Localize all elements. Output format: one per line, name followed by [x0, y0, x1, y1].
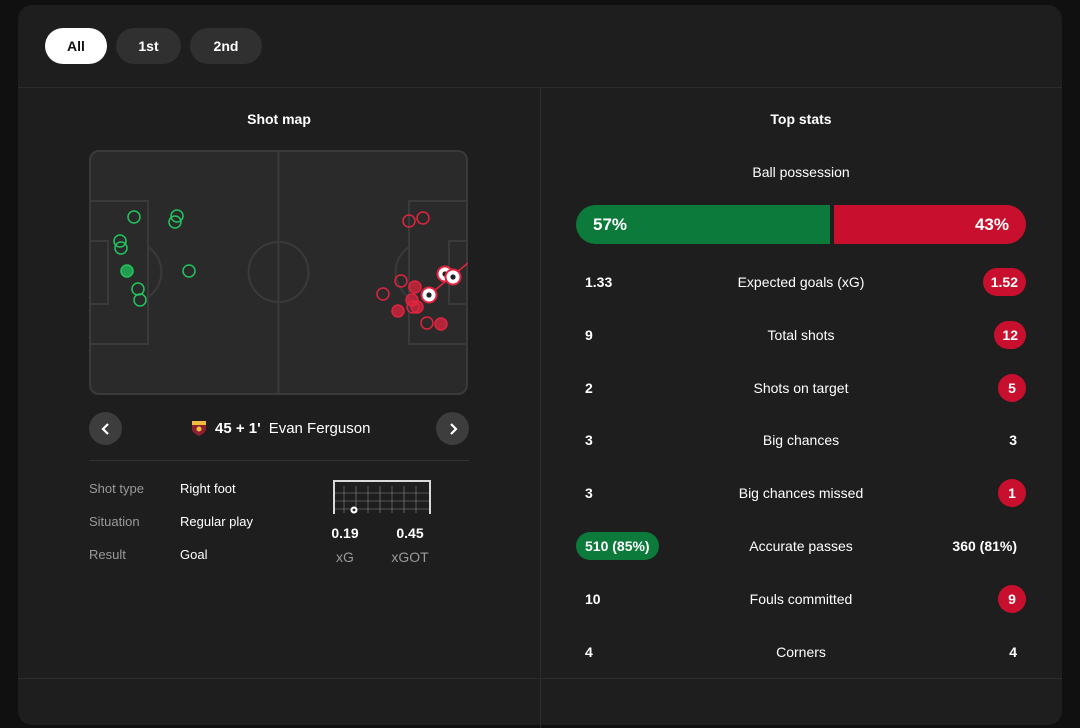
tab-first-half[interactable]: 1st — [116, 28, 181, 64]
xg-label: xG — [336, 549, 354, 565]
shot-map-title: Shot map — [247, 111, 311, 127]
away-shot-marker — [391, 304, 405, 318]
tab-second-half[interactable]: 2nd — [190, 28, 262, 64]
away-shot-marker — [434, 317, 448, 331]
match-stats-card: All 1st 2nd Shot map 45 + 1' — [18, 5, 1062, 728]
header-divider — [18, 87, 1062, 88]
stat-away-value: 4 — [1009, 644, 1017, 660]
stat-away-value: 360 (81%) — [952, 538, 1017, 554]
stat-home-value: 3 — [585, 485, 593, 501]
home-shot-marker — [127, 210, 141, 224]
ball-pattern — [426, 292, 432, 298]
stat-row-shots-on-target: 2 Shots on target 5 — [576, 374, 1026, 402]
away-shot-marker — [410, 300, 424, 314]
top-stats-title: Top stats — [770, 111, 832, 127]
next-shot-button[interactable] — [436, 412, 469, 445]
home-shot-marker — [120, 264, 134, 278]
home-shot-marker — [114, 241, 128, 255]
stat-name: Total shots — [767, 327, 835, 343]
away-shot-marker — [416, 211, 430, 225]
previous-shot-button[interactable] — [89, 412, 122, 445]
stat-name: Big chances missed — [738, 485, 864, 501]
stat-away-value: 1 — [998, 479, 1026, 507]
tab-all[interactable]: All — [45, 28, 107, 64]
away-shot-marker — [402, 214, 416, 228]
xg-value: 0.19 — [331, 525, 359, 541]
home-shot-marker — [133, 293, 147, 307]
possession-label: Ball possession — [752, 164, 850, 180]
ball-pattern — [450, 274, 456, 280]
stat-away-value: 12 — [994, 321, 1026, 349]
home-shot-marker — [168, 215, 182, 229]
away-shot-marker — [408, 280, 422, 294]
stat-row-expected-goals: 1.33 Expected goals (xG) 1.52 — [576, 268, 1026, 296]
stat-home-value: 2 — [585, 380, 593, 396]
shot-type-value: Right foot — [180, 481, 236, 496]
footer-divider — [18, 678, 1062, 679]
chevron-right-icon — [449, 422, 458, 435]
stat-away-value: 5 — [998, 374, 1026, 402]
roma-crest-icon — [192, 421, 206, 436]
home-shot-marker — [113, 234, 127, 248]
stat-home-value: 9 — [585, 327, 593, 343]
situation-key: Situation — [89, 514, 140, 529]
stat-away-value: 1.52 — [982, 268, 1026, 296]
shot-player-name: Evan Ferguson — [268, 419, 371, 437]
possession-home: 57% — [576, 205, 831, 244]
stat-home-value: 1.33 — [585, 274, 613, 290]
stat-name: Accurate passes — [749, 538, 853, 554]
away-shot-marker — [394, 274, 408, 288]
stat-row-corners: 4 Corners 4 — [576, 638, 1026, 666]
chevron-left-icon — [100, 422, 109, 435]
shot-map-pitch — [89, 150, 468, 395]
right-penalty-arc — [394, 246, 410, 298]
home-shots-layer — [113, 209, 196, 307]
stat-home-value: 510 (85%) — [576, 532, 659, 560]
possession-bar: 57% 43% — [576, 205, 1026, 244]
stat-home-value: 10 — [585, 591, 601, 607]
goal-frame-graphic — [333, 480, 431, 514]
shot-type-key: Shot type — [89, 481, 144, 496]
stat-row-total-shots: 9 Total shots 12 — [576, 321, 1026, 349]
result-value: Goal — [180, 547, 208, 562]
stat-name: Big chances — [762, 432, 840, 448]
centre-circle — [247, 241, 310, 303]
shot-details-divider — [89, 460, 469, 461]
home-shot-marker — [182, 264, 196, 278]
home-shot-marker — [170, 209, 184, 223]
stat-name: Expected goals (xG) — [737, 274, 865, 290]
stat-name: Corners — [776, 644, 826, 660]
xgot-label: xGOT — [391, 549, 429, 565]
stat-row-fouls-committed: 10 Fouls committed 9 — [576, 585, 1026, 613]
possession-away: 43% — [834, 205, 1026, 244]
column-divider — [540, 88, 541, 728]
stat-home-value: 3 — [585, 432, 593, 448]
stat-row-big-chances-missed: 3 Big chances missed 1 — [576, 479, 1026, 507]
result-key: Result — [89, 547, 126, 562]
left-penalty-arc — [147, 246, 163, 298]
selected-shot-label: 45 + 1' Evan Ferguson — [191, 418, 370, 438]
stat-away-value: 9 — [998, 585, 1026, 613]
stat-name: Fouls committed — [749, 591, 853, 607]
period-tabs: All 1st 2nd — [45, 28, 262, 64]
stat-away-value: 3 — [1009, 432, 1017, 448]
away-shot-marker — [420, 316, 434, 330]
away-shots-layer — [376, 211, 468, 331]
shot-minute: 45 + 1' — [215, 419, 261, 437]
situation-value: Regular play — [180, 514, 253, 529]
stat-home-value: 4 — [585, 644, 593, 660]
xgot-value: 0.45 — [396, 525, 424, 541]
stat-row-accurate-passes: 510 (85%) Accurate passes 360 (81%) — [576, 532, 1026, 560]
away-shot-marker — [376, 287, 390, 301]
stat-row-big-chances: 3 Big chances 3 — [576, 426, 1026, 454]
stat-name: Shots on target — [753, 380, 849, 396]
left-six-yard-box — [89, 240, 109, 305]
